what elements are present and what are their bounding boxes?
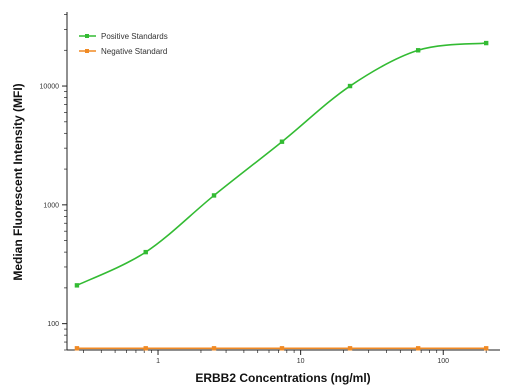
data-point-0-5 (415, 48, 421, 53)
legend-label-negative: Negative Standard (101, 47, 167, 56)
data-point-0-4 (347, 83, 353, 89)
legend: Positive Standards Negative Standard (79, 32, 168, 56)
series-line-0 (76, 42, 487, 287)
data-point-0-2 (211, 193, 217, 198)
data-point-1-2 (211, 346, 217, 351)
legend-swatch-negative-marker (85, 49, 89, 53)
plot-area (74, 40, 489, 351)
legend-item-positive: Positive Standards (79, 32, 168, 41)
series-1 (74, 346, 489, 351)
data-point-1-5 (415, 346, 421, 351)
data-point-1-1 (143, 346, 148, 351)
data-point-0-0 (74, 283, 80, 288)
data-point-0-3 (279, 139, 285, 144)
data-point-1-0 (74, 346, 80, 351)
legend-item-negative: Negative Standard (79, 47, 167, 56)
y-tick-label-1: 1000 (43, 202, 59, 209)
x-tick-label-2: 100 (437, 358, 449, 365)
data-point-0-6 (483, 40, 489, 46)
data-point-1-6 (483, 346, 489, 351)
y-axis-title: Median Fluorescent Intensity (MFI) (11, 83, 25, 280)
y-tick-label-2: 10000 (40, 84, 60, 91)
data-point-1-4 (347, 346, 353, 351)
data-point-0-1 (143, 249, 148, 255)
x-axis-title: ERBB2 Concentrations (ng/ml) (195, 371, 370, 385)
legend-swatch-positive-marker (85, 34, 89, 38)
data-point-1-3 (279, 346, 285, 351)
series-0 (74, 40, 489, 288)
legend-label-positive: Positive Standards (101, 32, 168, 41)
x-tick-label-1: 10 (297, 358, 305, 365)
y-ticks: 100 1000 10000 (40, 14, 67, 351)
y-tick-label-0: 100 (47, 321, 59, 328)
x-ticks: 1 10 100 (83, 350, 487, 365)
axes (66, 12, 500, 351)
x-tick-label-0: 1 (156, 358, 160, 365)
